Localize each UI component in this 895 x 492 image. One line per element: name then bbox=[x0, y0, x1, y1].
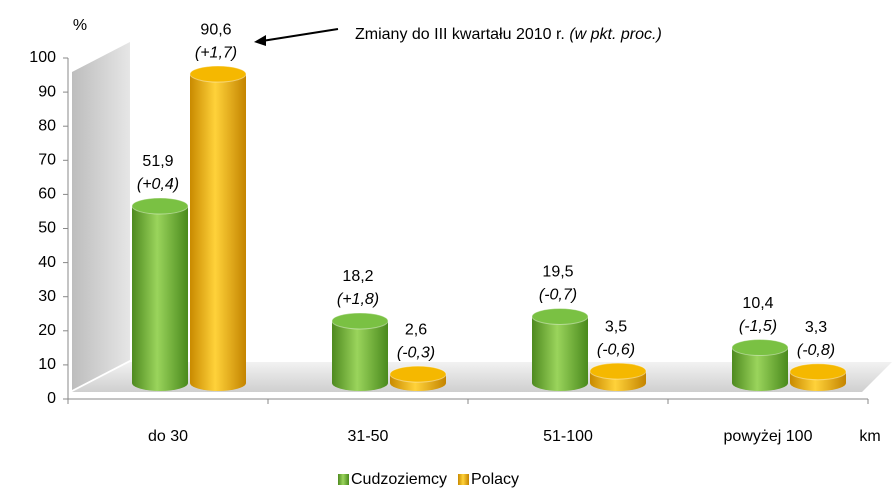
cylinder-top bbox=[331, 312, 389, 330]
y-tick-label: 100 bbox=[29, 49, 56, 66]
change-label: (-0,3) bbox=[397, 344, 435, 361]
cylinder bbox=[189, 65, 247, 391]
x-tick-label: do 30 bbox=[148, 428, 188, 445]
y-tick-label: 70 bbox=[38, 152, 56, 169]
y-tick-label: 10 bbox=[38, 356, 56, 373]
value-label: 51,9 bbox=[142, 153, 173, 170]
y-tick-label: 20 bbox=[38, 322, 56, 339]
cylinder-bottom bbox=[732, 375, 788, 391]
cylinder-top bbox=[731, 339, 789, 357]
cylinder-bottom bbox=[590, 375, 646, 391]
cylinder-body bbox=[532, 316, 588, 383]
x-tick-label: powyżej 100 bbox=[724, 428, 813, 445]
cylinder-top bbox=[389, 365, 447, 383]
y-tick-label: 80 bbox=[38, 117, 56, 134]
y-tick-label: 30 bbox=[38, 288, 56, 305]
change-label: (-0,6) bbox=[597, 341, 635, 358]
annotation-text: Zmiany do III kwartału 2010 r. bbox=[355, 26, 565, 43]
cylinder-bottom bbox=[132, 375, 188, 391]
cylinder-top bbox=[189, 65, 247, 83]
cylinder-top bbox=[789, 363, 847, 381]
cylinder-top bbox=[531, 308, 589, 326]
x-tick-label: 31-50 bbox=[348, 428, 389, 445]
cylinder-bottom bbox=[790, 375, 846, 391]
cylinder bbox=[589, 362, 647, 391]
cylinder bbox=[389, 365, 447, 391]
change-label: (-1,5) bbox=[739, 318, 777, 335]
cylinder-bottom bbox=[532, 375, 588, 391]
cylinder-top bbox=[589, 362, 647, 380]
value-label: 3,5 bbox=[605, 318, 627, 335]
back-wall bbox=[72, 42, 130, 390]
y-tick-label: 50 bbox=[38, 220, 56, 237]
y-tick-label: 40 bbox=[38, 254, 56, 271]
cylinder-top bbox=[131, 197, 189, 215]
y-unit-label: % bbox=[73, 17, 87, 34]
legend-swatch bbox=[338, 474, 349, 485]
annotation-arrow bbox=[261, 28, 339, 42]
cylinder bbox=[531, 308, 589, 391]
x-unit-label: km bbox=[859, 428, 880, 445]
floor bbox=[72, 362, 892, 392]
annotation: Zmiany do III kwartału 2010 r. (w pkt. p… bbox=[355, 26, 662, 43]
cylinder-body bbox=[332, 320, 388, 383]
change-label: (-0,8) bbox=[797, 342, 835, 359]
cylinder bbox=[731, 339, 789, 391]
arrow-head bbox=[254, 35, 266, 46]
cylinder-bottom bbox=[332, 375, 388, 391]
y-tick-label: 60 bbox=[38, 186, 56, 203]
legend-label: Polacy bbox=[471, 471, 519, 488]
cylinder bbox=[331, 312, 389, 391]
x-tick-label: 51-100 bbox=[543, 428, 593, 445]
cylinder-body bbox=[132, 206, 188, 383]
legend-label: Cudzoziemcy bbox=[351, 471, 447, 488]
value-label: 18,2 bbox=[342, 268, 373, 285]
cylinder-body bbox=[190, 74, 246, 383]
change-label: (+1,7) bbox=[195, 44, 237, 61]
cylinder bbox=[789, 363, 847, 391]
y-tick-label: 90 bbox=[38, 83, 56, 100]
legend-swatch bbox=[458, 474, 469, 485]
value-label: 2,6 bbox=[405, 321, 427, 338]
value-label: 90,6 bbox=[200, 21, 231, 38]
change-label: (+1,8) bbox=[337, 291, 379, 308]
value-label: 10,4 bbox=[742, 295, 773, 312]
y-tick-label: 0 bbox=[47, 390, 56, 407]
cylinder-bottom bbox=[190, 375, 246, 391]
change-label: (+0,4) bbox=[137, 176, 179, 193]
annotation-note: (w pkt. proc.) bbox=[569, 26, 661, 43]
value-label: 3,3 bbox=[805, 319, 827, 336]
value-label: 19,5 bbox=[542, 264, 573, 281]
change-label: (-0,7) bbox=[539, 287, 577, 304]
cylinder bbox=[131, 197, 189, 391]
